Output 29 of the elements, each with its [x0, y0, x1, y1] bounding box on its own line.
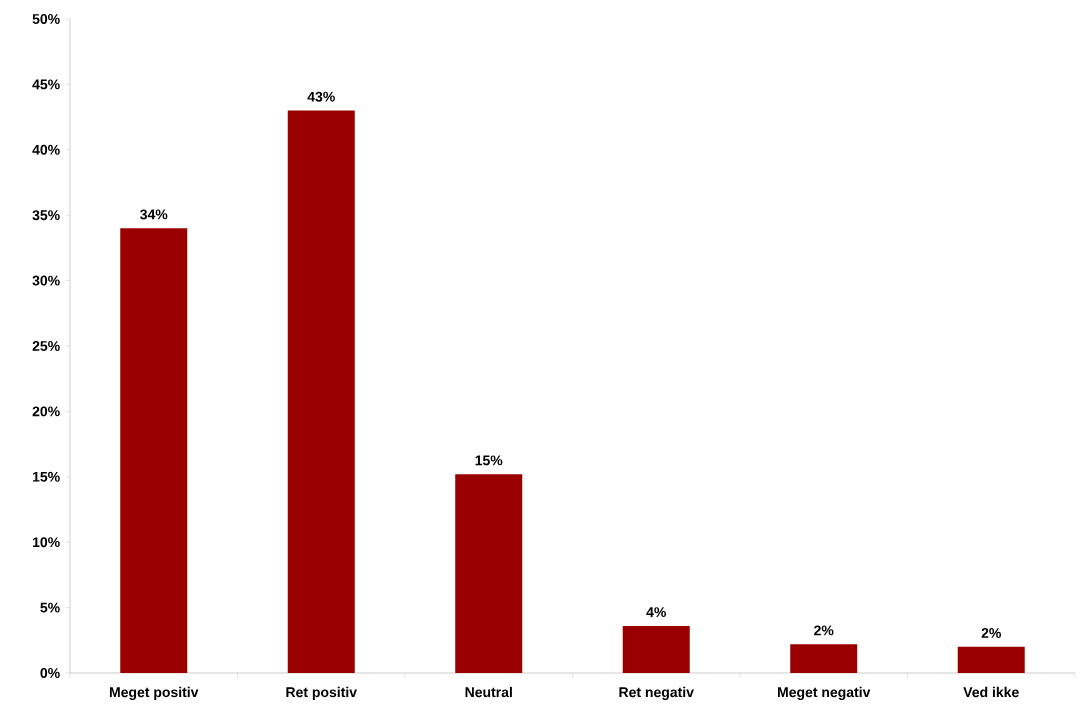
- data-label: 4%: [646, 607, 666, 618]
- x-tick-label: Meget positiv: [109, 686, 199, 700]
- bar: [287, 110, 355, 673]
- x-tick-label: Ret negativ: [619, 686, 694, 700]
- y-tick-label: 45%: [32, 79, 60, 90]
- y-tick-label: 20%: [32, 406, 60, 417]
- y-tick-label: 40%: [32, 144, 60, 155]
- x-tick-label: Ved ikke: [963, 686, 1019, 698]
- bar: [455, 474, 523, 673]
- data-label: 2%: [814, 625, 834, 636]
- x-tick-label: Meget negativ: [778, 686, 871, 700]
- bar: [120, 228, 188, 673]
- y-tick-label: 5%: [40, 602, 60, 613]
- bar: [622, 625, 690, 673]
- y-tick-label: 0%: [40, 668, 60, 678]
- x-tick-label: Ret positiv: [286, 686, 357, 700]
- y-tick-label: 25%: [32, 341, 60, 351]
- y-tick-label: 50%: [32, 14, 60, 24]
- data-label: 34%: [140, 209, 168, 220]
- bar: [790, 644, 858, 673]
- y-tick-label: 10%: [33, 537, 60, 548]
- data-label: 43%: [307, 91, 335, 102]
- y-tick-label: 35%: [32, 210, 60, 221]
- data-label: 2%: [981, 628, 1001, 638]
- bar: [957, 646, 1025, 673]
- y-tick-label: 30%: [32, 275, 60, 286]
- y-tick-label: 15%: [33, 471, 60, 482]
- data-label: 15%: [475, 455, 503, 466]
- x-tick-label: Neutral: [465, 686, 512, 698]
